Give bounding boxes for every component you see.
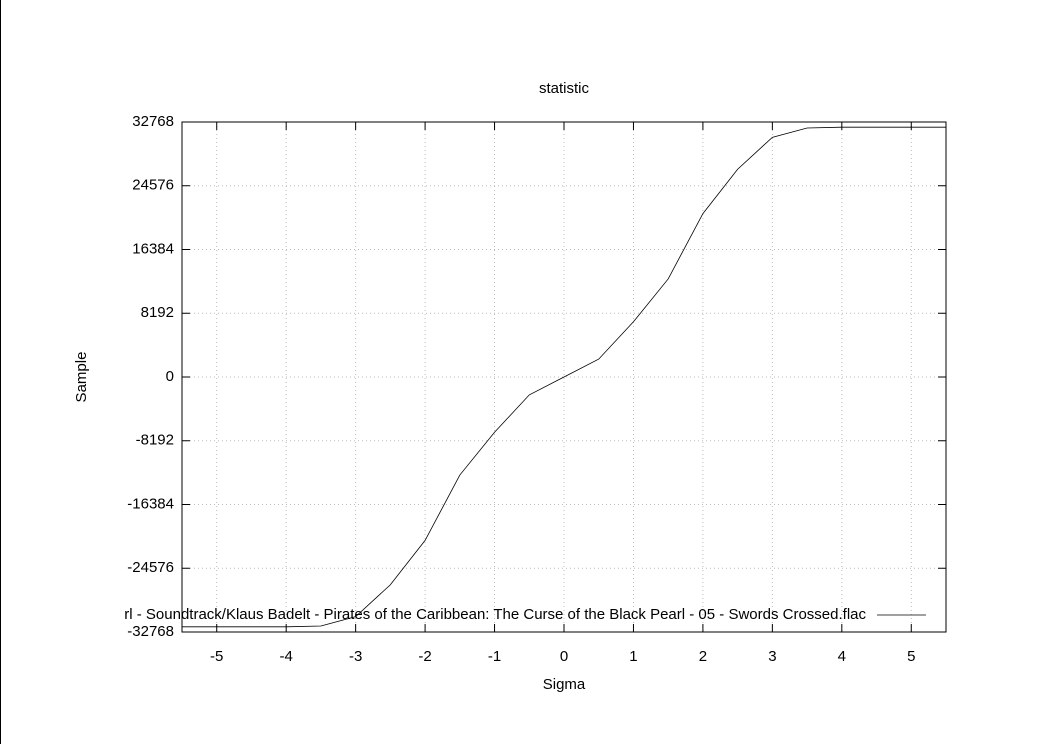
data-line: [182, 126, 946, 628]
legend-label: rl - Soundtrack/Klaus Badelt - Pirates o…: [124, 606, 866, 623]
x-tick-label: -5: [210, 648, 223, 665]
y-tick-label: 32768: [132, 113, 174, 130]
y-tick-label: -32768: [127, 623, 174, 640]
y-tick-label: 0: [166, 368, 174, 385]
x-tick-label: -2: [418, 648, 431, 665]
x-tick-label: 2: [699, 648, 707, 665]
x-tick-label: -3: [349, 648, 362, 665]
x-axis-label: Sigma: [543, 676, 586, 693]
y-axis-label: Sample: [73, 352, 90, 403]
chart-title: statistic: [539, 80, 590, 97]
y-tick-label: 24576: [132, 177, 174, 194]
x-tick-label: 0: [560, 648, 568, 665]
plot-frame: [181, 121, 947, 633]
y-tick-label: -16384: [127, 495, 174, 512]
x-tick-label: 5: [907, 648, 915, 665]
y-tick-label: 8192: [141, 304, 174, 321]
y-tick-label: -8192: [136, 432, 174, 449]
y-tick-label: 16384: [132, 240, 174, 257]
x-tick-label: 1: [629, 648, 637, 665]
x-tick-label: 4: [838, 648, 846, 665]
x-tick-label: -4: [280, 648, 293, 665]
x-tick-label: -1: [488, 648, 501, 665]
x-tick-label: 3: [768, 648, 776, 665]
y-tick-label: -24576: [127, 559, 174, 576]
